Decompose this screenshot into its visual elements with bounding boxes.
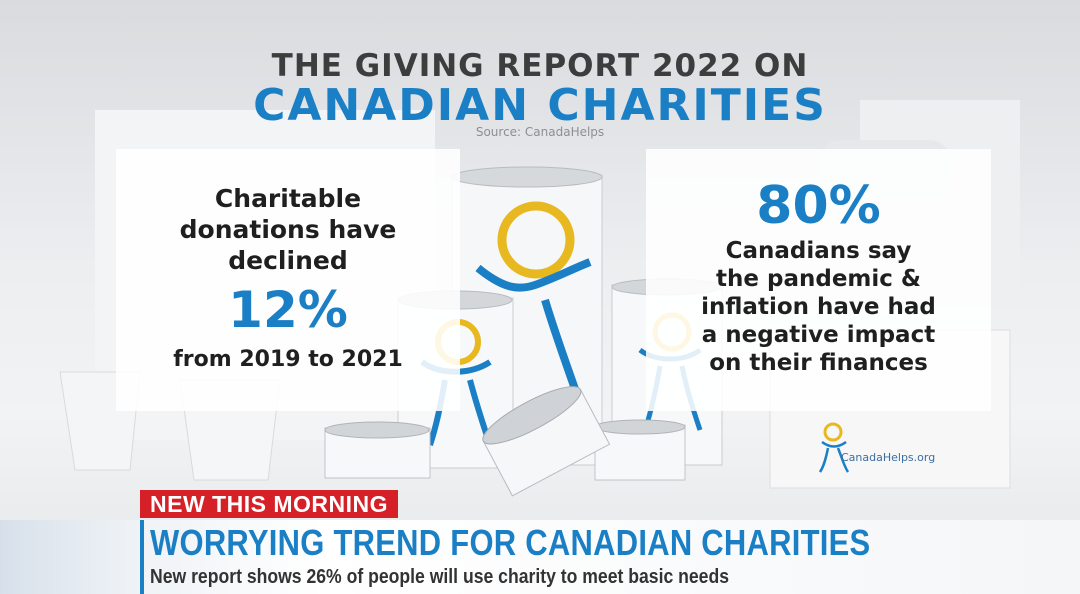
right-stat-figure: 80% <box>756 176 881 236</box>
logo-head-large <box>497 201 575 279</box>
right-stat-panel: 80% Canadians say the pandemic & inflati… <box>646 149 991 411</box>
right-stat-line: Canadians say <box>725 238 912 264</box>
left-stat-figure: 12% <box>228 281 348 339</box>
left-stat-panel: Charitable donations have declined 12% f… <box>116 149 460 411</box>
logo-arms-large <box>475 258 592 292</box>
left-stat-line: declined <box>228 246 348 275</box>
tall-can-lid <box>451 166 603 188</box>
left-stat-line: donations have <box>179 215 397 244</box>
left-stat-period: from 2019 to 2021 <box>173 347 403 372</box>
report-title-line1: THE GIVING REPORT 2022 ON <box>271 48 809 84</box>
breaking-badge: NEW THIS MORNING <box>140 490 398 518</box>
right-stat-line: the pandemic & <box>716 266 921 292</box>
left-stat-description: Charitable donations have declined <box>116 183 460 276</box>
canadahelps-logo-text: CanadaHelps.org <box>841 451 936 464</box>
news-headline: WORRYING TREND FOR CANADIAN CHARITIES <box>150 522 871 563</box>
lower-third-accent-bar <box>140 520 144 594</box>
source-credit: Source: CanadaHelps <box>475 125 605 139</box>
canadahelps-logo-head <box>823 422 843 442</box>
news-subheadline: New report shows 26% of people will use … <box>150 566 730 588</box>
can-short-right-lid <box>594 419 686 435</box>
can-short-left-lid <box>324 421 430 439</box>
right-stat-line: on their finances <box>709 350 928 376</box>
right-stat-line: a negative impact <box>701 322 936 348</box>
report-title-line2: CANADIAN CHARITIES <box>253 80 827 131</box>
right-stat-description: Canadians say the pandemic & inflation h… <box>646 237 991 377</box>
can-tilted <box>482 386 611 497</box>
right-stat-line: inflation have had <box>701 294 936 320</box>
left-stat-line: Charitable <box>214 184 362 213</box>
canadahelps-logo-body <box>818 440 850 473</box>
lower-third-band <box>0 520 1080 594</box>
